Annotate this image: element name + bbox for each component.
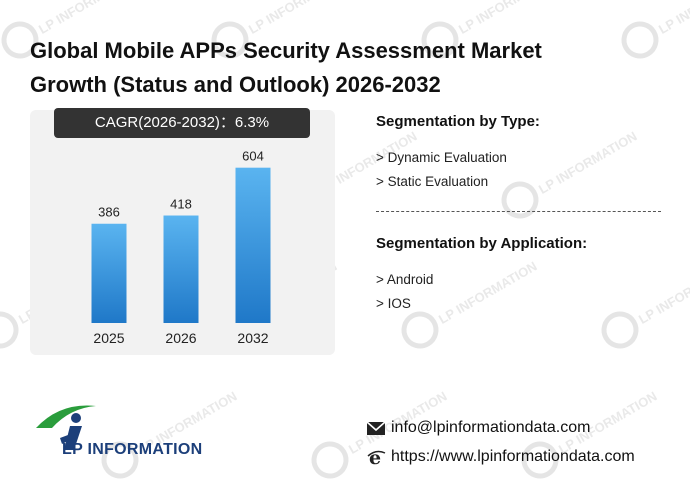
segment-type-item: > Static Evaluation: [376, 174, 489, 189]
title-line-1: Global Mobile APPs Security Assessment M…: [30, 38, 542, 63]
svg-text:e: e: [369, 447, 381, 467]
bar-2032: [235, 167, 271, 323]
svg-text:LP INFORMATION: LP INFORMATION: [436, 258, 539, 326]
data-label-2026: 418: [170, 197, 192, 212]
segmentation-application-heading: Segmentation by Application:: [376, 235, 588, 252]
email-link[interactable]: info@lpinformationdata.com: [391, 419, 591, 436]
page-title: Global Mobile APPs Security Assessment M…: [30, 34, 650, 102]
browser-e-icon: e: [367, 447, 386, 467]
svg-text:LP INFORMATION: LP INFORMATION: [636, 258, 690, 326]
svg-text:LP INFORMATION: LP INFORMATION: [36, 0, 139, 37]
segmentation-type-heading: Segmentation by Type:: [376, 113, 540, 130]
bar-chart: 386 2025 418 2026 604 2032: [91, 149, 271, 346]
logo-text: LP INFORMATION: [62, 441, 203, 458]
x-tick-label-2032: 2032: [237, 330, 268, 346]
website-link[interactable]: https://www.lpinformationdata.com: [391, 448, 635, 465]
x-tick-label-2025: 2025: [93, 330, 124, 346]
data-label-2025: 386: [98, 205, 120, 220]
bar-2026: [163, 215, 199, 323]
segment-application-item: > IOS: [376, 296, 411, 311]
envelope-icon: [366, 421, 386, 435]
svg-text:LP INFORMATION: LP INFORMATION: [656, 0, 690, 37]
section-divider: [376, 211, 661, 212]
svg-text:LP INFORMATION: LP INFORMATION: [536, 128, 639, 196]
title-line-2: Growth (Status and Outlook) 2026-2032: [30, 72, 441, 97]
x-tick-label-2026: 2026: [165, 330, 196, 346]
watermark: LP INFORMATION: [501, 128, 639, 219]
svg-text:LP INFORMATION: LP INFORMATION: [456, 0, 559, 37]
lp-runner-logo: [36, 405, 96, 450]
watermark: LP INFORMATION: [601, 258, 690, 349]
bar-2025: [91, 223, 127, 323]
segment-type-item: > Dynamic Evaluation: [376, 150, 507, 165]
watermark: LP INFORMATION: [401, 258, 539, 349]
svg-text:LP INFORMATION: LP INFORMATION: [246, 0, 349, 37]
contact-website[interactable]: e https://www.lpinformationdata.com: [366, 447, 635, 467]
segment-application-item: > Android: [376, 272, 434, 287]
contact-email[interactable]: info@lpinformationdata.com: [366, 418, 590, 438]
data-label-2032: 604: [242, 149, 264, 164]
cagr-badge: CAGR(2026-2032)：6.3%: [54, 108, 310, 138]
